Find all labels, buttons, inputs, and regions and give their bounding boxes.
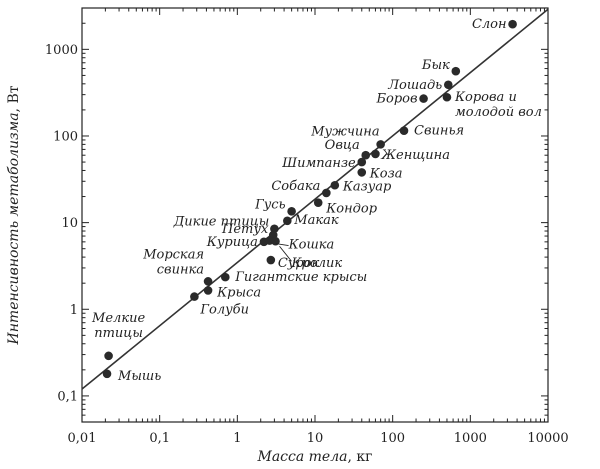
point-label: Кошка bbox=[288, 238, 335, 253]
data-point bbox=[451, 66, 461, 76]
x-tick-label: 1 bbox=[233, 431, 241, 446]
data-point bbox=[376, 140, 385, 149]
data-point bbox=[203, 277, 213, 286]
data-point bbox=[508, 19, 517, 29]
point-label: Казуар bbox=[342, 179, 392, 194]
x-tick-label: 1000 bbox=[454, 431, 487, 446]
point-label: Коза bbox=[369, 166, 403, 181]
x-tick-label: 100 bbox=[380, 431, 405, 446]
data-point bbox=[357, 157, 367, 167]
point-label: Корова и молодой вол bbox=[454, 90, 542, 120]
y-tick-label: 1000 bbox=[45, 43, 78, 58]
point-label: Овца bbox=[325, 138, 360, 153]
data-point bbox=[357, 168, 367, 177]
data-point bbox=[361, 150, 371, 160]
data-point bbox=[371, 149, 380, 159]
point-label: Женщина bbox=[380, 148, 450, 163]
data-point bbox=[419, 94, 428, 103]
data-point bbox=[203, 286, 213, 295]
data-point bbox=[221, 272, 230, 282]
point-label: Шимпанзе bbox=[281, 156, 356, 171]
point-label: Кролик bbox=[290, 256, 342, 271]
data-point bbox=[313, 198, 323, 207]
point-label: Мелкие птицы bbox=[91, 311, 145, 341]
data-point bbox=[102, 369, 112, 379]
point-label: Собака bbox=[271, 179, 320, 194]
data-point bbox=[287, 207, 296, 216]
point-label: Дикие птицы bbox=[173, 215, 270, 230]
regression-line-group bbox=[81, 8, 549, 390]
point-label: Петух bbox=[221, 222, 269, 237]
point-label: Мышь bbox=[117, 369, 161, 384]
point-label: Боров bbox=[375, 92, 417, 107]
data-point bbox=[443, 80, 453, 90]
data-point bbox=[266, 255, 276, 265]
data-point bbox=[283, 216, 292, 226]
point-label: Морская свинка bbox=[142, 247, 204, 277]
y-axis-title: Интенсивность метаболизма, Вт bbox=[6, 85, 22, 345]
data-point bbox=[399, 126, 409, 136]
regression-line bbox=[81, 8, 549, 390]
point-label: Мужчина bbox=[310, 124, 379, 139]
x-axis-title: Масса тела, кг bbox=[257, 449, 373, 465]
label-leader-line bbox=[275, 243, 289, 247]
point-label: Сурок bbox=[278, 256, 320, 271]
point-label: Слон bbox=[472, 17, 507, 32]
point-label: Макак bbox=[293, 213, 339, 228]
point-label: Гигантские крысы bbox=[234, 270, 367, 285]
data-point bbox=[322, 188, 331, 198]
axes: 0,01 0,1 1 10 100 1000 10000 0,1 1 10 100 1000 Масса… bbox=[6, 7, 569, 465]
point-label: Крыса bbox=[216, 285, 261, 300]
point-label: Голуби bbox=[199, 303, 249, 318]
y-tick-label: 0,1 bbox=[57, 389, 78, 404]
point-label: Свинья bbox=[414, 124, 464, 139]
data-point bbox=[442, 92, 452, 102]
x-tick-label: 0,01 bbox=[68, 431, 97, 446]
y-tick-label: 1 bbox=[70, 303, 78, 318]
x-tick-label: 0,1 bbox=[149, 431, 170, 446]
x-tick-label: 10000 bbox=[527, 431, 568, 446]
data-point bbox=[271, 236, 280, 246]
point-label: Кондор bbox=[325, 202, 378, 217]
x-tick-label: 10 bbox=[307, 431, 324, 446]
data-point bbox=[330, 180, 340, 190]
label-leader-line bbox=[279, 245, 292, 262]
point-label: Курица bbox=[206, 235, 258, 250]
data-point bbox=[104, 351, 113, 361]
data-points bbox=[102, 19, 517, 379]
point-label: Гусь bbox=[254, 197, 286, 212]
y-tick-label: 10 bbox=[61, 216, 78, 231]
point-label: Бык bbox=[421, 58, 450, 73]
y-tick-label: 100 bbox=[53, 129, 78, 144]
data-point bbox=[190, 292, 199, 301]
point-label: Лошадь bbox=[387, 78, 442, 93]
